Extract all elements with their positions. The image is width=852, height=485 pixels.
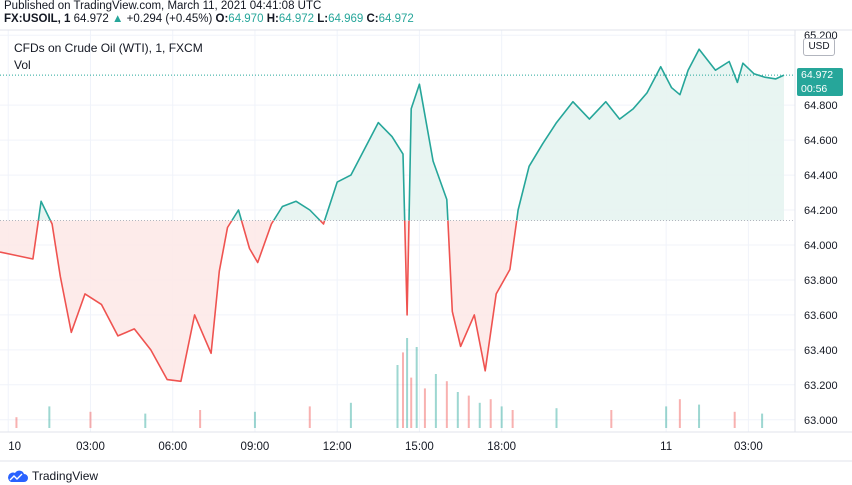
chart-title: CFDs on Crude Oil (WTI), 1, FXCM [14, 41, 203, 55]
volume-bar [610, 410, 613, 428]
volume-bar [423, 388, 426, 428]
y-tick-label: 63.200 [804, 380, 838, 392]
line-below-baseline [403, 220, 410, 316]
tradingview-logo[interactable]: TradingView [6, 468, 98, 484]
volume-bar [698, 404, 701, 428]
x-tick-label: 06:00 [158, 441, 187, 453]
area-below-baseline [241, 220, 274, 263]
line-below-baseline [49, 220, 233, 383]
line-above-baseline [408, 83, 449, 221]
y-tick-label: 64.400 [804, 170, 838, 182]
published-caption: Published on TradingView.com, March 11, … [4, 0, 322, 12]
volume-bar [511, 410, 514, 428]
volume-bar [761, 413, 764, 428]
y-tick-label: 64.200 [804, 205, 838, 217]
open-value: 64.970 [228, 13, 264, 25]
volume-bar [445, 381, 448, 428]
volume-label: Vol [14, 58, 31, 72]
x-tick-label: 18:00 [487, 441, 516, 453]
currency-button[interactable]: USD [803, 38, 835, 56]
x-tick-label: 09:00 [241, 441, 270, 453]
bar-countdown: 00:56 [801, 83, 828, 95]
volume-bar [401, 352, 404, 428]
price-change: +0.294 (+0.45%) [126, 13, 213, 25]
time-axis[interactable]: 10 03:00 06:00 09:00 12:00 15:00 18:00 11 03:00 [8, 441, 763, 453]
volume-bar [467, 395, 470, 428]
area-below-baseline [50, 220, 232, 382]
x-tick-label: 03:00 [76, 441, 105, 453]
x-tick-label: 03:00 [734, 441, 763, 453]
volume-bar [396, 365, 399, 428]
y-tick-label: 64.600 [804, 135, 838, 147]
area-above-baseline [324, 122, 405, 221]
symbol-quote-line: FX:USOIL, 1 64.972 ▲ +0.294 (+0.45%) O:6… [4, 13, 414, 25]
tradingview-cloud-icon [8, 470, 28, 482]
y-tick-label: 63.000 [804, 415, 838, 427]
volume-bar [199, 410, 202, 428]
volume-bar [415, 347, 418, 428]
high-value: 64.972 [278, 13, 315, 25]
close-label: C: [366, 13, 379, 25]
area-above-baseline [516, 49, 784, 221]
tradingview-brand: TradingView [32, 469, 99, 483]
volume-bar [478, 402, 481, 428]
x-tick-label: 12:00 [323, 441, 352, 453]
line-above-baseline [37, 200, 52, 221]
y-tick-label: 63.800 [804, 275, 838, 287]
line-below-baseline [0, 220, 40, 260]
line-below-baseline [319, 219, 326, 225]
volume-bar [144, 413, 147, 428]
line-above-baseline [272, 200, 321, 222]
open-label: O: [215, 13, 229, 25]
volume-bar [733, 411, 736, 428]
low-value: 64.969 [328, 13, 364, 25]
y-tick-label: 64.000 [804, 240, 838, 252]
volume-bar [500, 406, 503, 428]
volume-bar [456, 392, 459, 428]
volume-bar [89, 411, 92, 428]
area-above-baseline [409, 84, 448, 221]
price-area [0, 49, 784, 382]
x-tick-label: 10 [8, 441, 21, 453]
volume-bar [48, 406, 51, 428]
line-below-baseline [240, 220, 275, 264]
last-price-tag-value: 64.972 [801, 69, 834, 81]
area-below-baseline [0, 220, 39, 259]
close-value: 64.972 [378, 13, 414, 25]
volume-bar [489, 399, 492, 428]
x-tick-label: 15:00 [405, 441, 434, 453]
volume-bar [253, 411, 256, 428]
volume-bars [15, 338, 764, 428]
high-label: H: [266, 13, 279, 25]
volume-bar [555, 408, 558, 428]
x-tick-label: 11 [660, 441, 672, 453]
volume-bar [406, 338, 409, 428]
area-below-baseline [447, 220, 517, 371]
volume-bar [308, 406, 311, 428]
y-tick-label: 63.600 [804, 310, 838, 322]
price-line [0, 48, 795, 383]
symbol-name: FX:USOIL, 1 [4, 13, 71, 25]
volume-bar [665, 406, 668, 428]
low-label: L: [317, 13, 329, 25]
y-tick-label: 63.400 [804, 345, 838, 357]
price-axis[interactable]: 65.20064.80064.60064.40064.20064.00063.8… [804, 30, 838, 427]
y-tick-label: 64.800 [804, 100, 838, 112]
volume-bar [410, 377, 413, 428]
volume-bar [678, 399, 681, 428]
line-below-baseline [447, 220, 518, 372]
volume-bar [15, 417, 18, 428]
volume-bar [349, 402, 352, 428]
line-above-baseline [323, 121, 406, 221]
last-price-tag: 64.972 00:56 [797, 68, 843, 96]
last-price: 64.972 [73, 13, 109, 25]
line-above-baseline [515, 48, 785, 221]
up-triangle-icon: ▲ [112, 13, 124, 25]
line-above-baseline [231, 209, 243, 221]
volume-bar [434, 374, 437, 428]
